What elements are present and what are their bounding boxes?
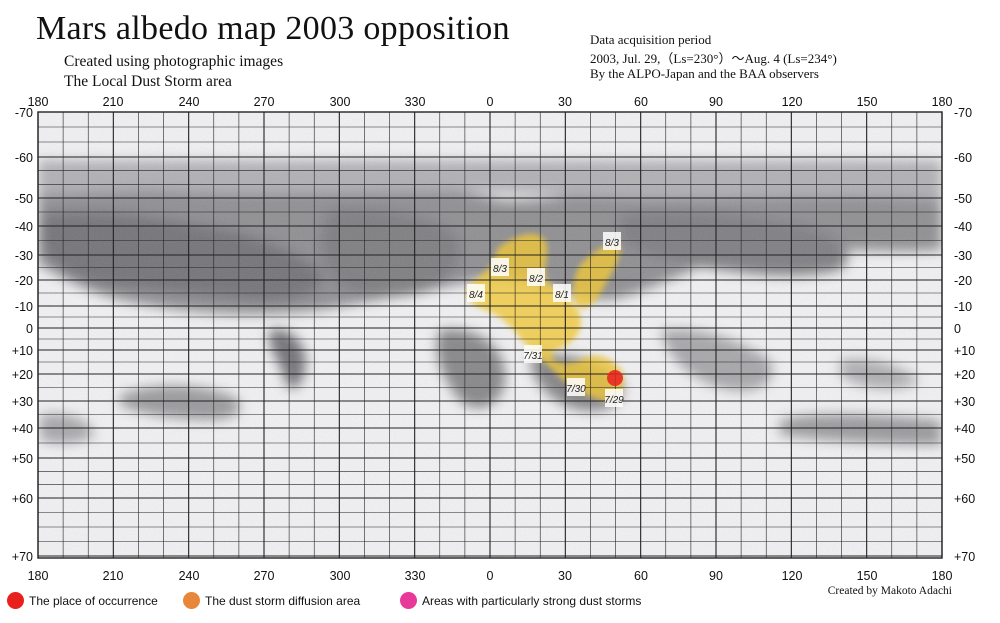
date-label: 8/2 (527, 268, 545, 286)
svg-text:8/1: 8/1 (555, 290, 569, 301)
date-label: 8/1 (553, 284, 571, 302)
legend-diffusion-icon (183, 592, 200, 609)
longitude-label: 150 (857, 95, 878, 109)
longitude-label: 0 (487, 569, 494, 583)
latitude-label: 0 (954, 322, 961, 336)
latitude-label: +30 (954, 395, 975, 409)
latitude-label: +60 (12, 492, 33, 506)
info-period-dates: 2003, Jul. 29,（Ls=230°）～Aug. 4 (Ls=234°) (590, 51, 837, 66)
longitude-label: 30 (558, 569, 572, 583)
longitude-label: 330 (405, 95, 426, 109)
occurrence-point (607, 370, 623, 386)
legend-occurrence-label: The place of occurrence (29, 593, 158, 608)
longitude-label: 240 (179, 95, 200, 109)
longitude-label: 270 (254, 95, 275, 109)
legend-occurrence: The place of occurrence (7, 592, 158, 609)
longitude-label: 330 (405, 569, 426, 583)
longitude-label: 300 (330, 95, 351, 109)
latitude-labels-left: -70 -60 -50 -40 -30 -20 -10 0 +10 +20 +30 +40 +50 +60… (12, 106, 33, 564)
longitude-labels-top: 180 210 240 270 300 330 0 30 60 90 120 150 180 (28, 95, 953, 109)
latitude-label: +30 (12, 395, 33, 409)
longitude-label: 30 (558, 95, 572, 109)
latitude-label: -50 (954, 192, 972, 206)
date-label: 7/30 (566, 378, 586, 396)
latitude-label: -30 (954, 249, 972, 263)
date-label: 8/3 (491, 258, 509, 276)
latitude-label: -60 (15, 151, 33, 165)
latitude-label: -70 (954, 106, 972, 120)
latitude-label: -40 (954, 220, 972, 234)
longitude-label: 150 (857, 569, 878, 583)
longitude-label: 210 (103, 95, 124, 109)
longitude-label: 300 (330, 569, 351, 583)
svg-text:7/30: 7/30 (566, 384, 586, 395)
latitude-label: -40 (15, 220, 33, 234)
legend-diffusion: The dust storm diffusion area (183, 592, 360, 609)
svg-text:7/29: 7/29 (604, 395, 624, 406)
latitude-label: +10 (954, 344, 975, 358)
subtitle-area: The Local Dust Storm area (64, 73, 232, 90)
subtitle-method: Created using photographic images (64, 53, 284, 70)
latitude-label: -50 (15, 192, 33, 206)
longitude-label: 60 (634, 569, 648, 583)
info-period-label: Data acquisition period (590, 32, 712, 47)
longitude-label: 180 (932, 569, 953, 583)
latitude-labels-right: -70 -60 -50 -40 -30 -20 -10 0 +10 +20 +30 +40 +50 +60… (954, 106, 975, 564)
longitude-label: 180 (28, 569, 49, 583)
latitude-label: -70 (15, 106, 33, 120)
longitude-label: 180 (28, 95, 49, 109)
map-grid (37, 111, 943, 559)
latitude-label: +70 (12, 550, 33, 564)
legend-strong-storm-icon (400, 592, 417, 609)
longitude-label: 240 (179, 569, 200, 583)
svg-text:7/31: 7/31 (523, 351, 542, 362)
legend-occurrence-icon (7, 592, 24, 609)
longitude-label: 120 (782, 95, 803, 109)
date-label: 8/3 (603, 232, 621, 250)
longitude-label: 90 (709, 95, 723, 109)
longitude-label: 120 (782, 569, 803, 583)
latitude-label: +20 (12, 368, 33, 382)
latitude-label: +50 (954, 452, 975, 466)
svg-text:8/3: 8/3 (605, 238, 619, 249)
legend-strong-storm: Areas with particularly strong dust stor… (400, 592, 641, 609)
latitude-label: -20 (954, 274, 972, 288)
map-frame (37, 111, 943, 559)
latitude-label: +40 (12, 422, 33, 436)
longitude-label: 60 (634, 95, 648, 109)
latitude-label: -20 (15, 274, 33, 288)
info-observers: By the ALPO-Japan and the BAA observers (590, 66, 819, 81)
legend-strong-storm-label: Areas with particularly strong dust stor… (422, 593, 642, 608)
latitude-label: +40 (954, 422, 975, 436)
longitude-labels-bottom: 180 210 240 270 300 330 0 30 60 90 120 150 180 (28, 569, 953, 583)
longitude-label: 270 (254, 569, 275, 583)
latitude-label: -10 (954, 300, 972, 314)
date-labels: 8/3 8/3 8/2 8/1 8/4 7/31 7/30 7/29 (467, 232, 624, 407)
latitude-label: +10 (12, 344, 33, 358)
legend-diffusion-label: The dust storm diffusion area (205, 593, 361, 608)
date-label: 7/31 (523, 345, 543, 363)
svg-text:8/3: 8/3 (493, 264, 507, 275)
date-label: 8/4 (467, 284, 485, 302)
latitude-label: +50 (12, 452, 33, 466)
latitude-label: +70 (954, 550, 975, 564)
latitude-label: -60 (954, 151, 972, 165)
credit-text: Created by Makoto Adachi (827, 585, 952, 597)
longitude-label: 90 (709, 569, 723, 583)
svg-text:8/4: 8/4 (469, 290, 483, 301)
date-label: 7/29 (604, 389, 624, 407)
longitude-label: 0 (487, 95, 494, 109)
latitude-label: -30 (15, 249, 33, 263)
longitude-label: 180 (932, 95, 953, 109)
latitude-label: +60 (954, 492, 975, 506)
map-title: Mars albedo map 2003 opposition (36, 10, 510, 47)
longitude-label: 210 (103, 569, 124, 583)
latitude-label: +20 (954, 368, 975, 382)
latitude-label: -10 (15, 300, 33, 314)
svg-text:8/2: 8/2 (529, 274, 543, 285)
latitude-label: 0 (26, 322, 33, 336)
